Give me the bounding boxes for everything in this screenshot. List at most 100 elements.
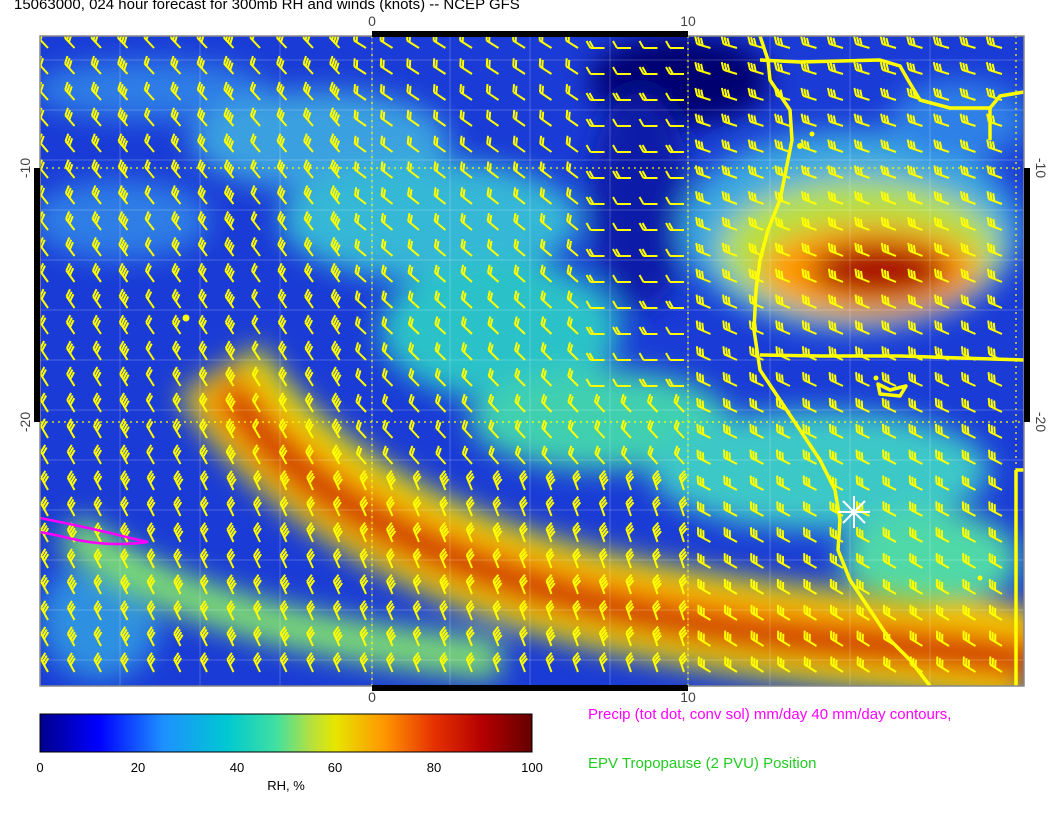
wind-barb [381,290,394,309]
wind-barb [331,366,342,387]
wind-barb [461,445,473,465]
wind-barb [855,449,870,465]
wind-barb [146,574,156,595]
wind-barb [598,470,609,491]
wind-barb [540,316,553,335]
wind-barb [625,470,635,491]
wind-barb [540,367,553,387]
wind-barb [196,55,208,75]
wind-barb [144,159,155,179]
wind-barb [120,574,131,595]
wind-barb [539,187,553,205]
wind-barb [720,87,738,101]
wind-barb [539,135,553,153]
wind-barb [776,578,791,595]
wind-barb [329,81,341,101]
wind-barb [253,574,262,595]
wind-barb [723,527,738,543]
wind-barb [66,574,78,595]
wind-barb [565,58,579,75]
wind-barb [65,262,76,283]
wind-barb [933,113,950,127]
wind-barb [303,211,314,231]
wind-barb [638,274,658,283]
wind-barb [353,109,367,127]
wind-barb [827,113,844,127]
wind-barb [881,294,897,309]
wind-barb [749,423,764,439]
wind-barb [278,444,288,465]
wind-barb [170,159,182,179]
wind-barb [276,185,288,205]
wind-barb [249,55,261,75]
wind-barb [279,548,289,569]
wind-barb [251,340,261,361]
wind-barb [461,342,473,361]
wind-barb [359,574,369,595]
wind-barb [439,626,450,647]
wind-barb [518,600,528,621]
wind-barb [541,445,553,465]
wind-barb [647,445,659,465]
wind-barb [118,340,130,361]
wind-barb [538,58,553,75]
precip-contour [40,516,149,546]
wind-barb [332,522,343,543]
wind-barb [673,393,685,413]
wind-barb [145,340,155,361]
wind-barb [173,522,184,543]
wind-barb [172,418,182,439]
wind-barb [224,211,235,231]
wind-barb [612,326,631,335]
wind-barb [305,418,314,439]
wind-barb [723,449,738,465]
wind-barb [92,392,102,413]
wind-barb [572,496,582,517]
wind-barb [665,274,684,283]
wind-barb [93,626,103,647]
wind-barb [960,191,976,205]
wind-barb [933,191,950,205]
wind-barb [879,61,897,75]
wind-barb [146,444,155,465]
wind-barb [355,393,367,413]
wind-barb [625,600,635,621]
wind-barb [332,652,342,673]
wind-barb [747,61,764,75]
epv-legend: EPV Tropopause (2 PVU) Position [588,755,817,772]
wind-barb [486,135,500,153]
wind-barb [638,92,658,101]
wind-barb [359,626,369,647]
wind-barb [492,496,502,517]
wind-barb [585,326,605,335]
wind-barb [565,84,579,101]
wind-barb [199,444,209,465]
wind-barb [612,118,631,127]
wind-barb [828,294,844,309]
wind-barb [303,133,314,153]
wind-barb [380,135,394,153]
wind-barb [225,444,237,465]
wind-barb [251,392,261,413]
wind-barb [92,366,102,387]
wind-barb [66,470,78,491]
wind-barb [777,630,791,647]
wind-barb [92,340,102,361]
wind-barb [380,213,394,231]
wind-barb [879,36,897,49]
wind-barb [65,211,76,231]
wind-barb [170,55,182,75]
wind-barb [882,578,897,595]
wind-barb [695,320,711,335]
wind-barb [721,165,738,179]
wind-barb [539,109,553,127]
wind-barb [276,107,288,127]
wind-barb [722,397,738,413]
wind-barb [539,213,553,231]
wind-barb [514,367,526,387]
wind-barb [171,340,182,361]
wind-barb [829,553,844,569]
wind-barb [935,501,950,517]
wind-barb [40,652,50,673]
wind-barb [406,161,420,179]
